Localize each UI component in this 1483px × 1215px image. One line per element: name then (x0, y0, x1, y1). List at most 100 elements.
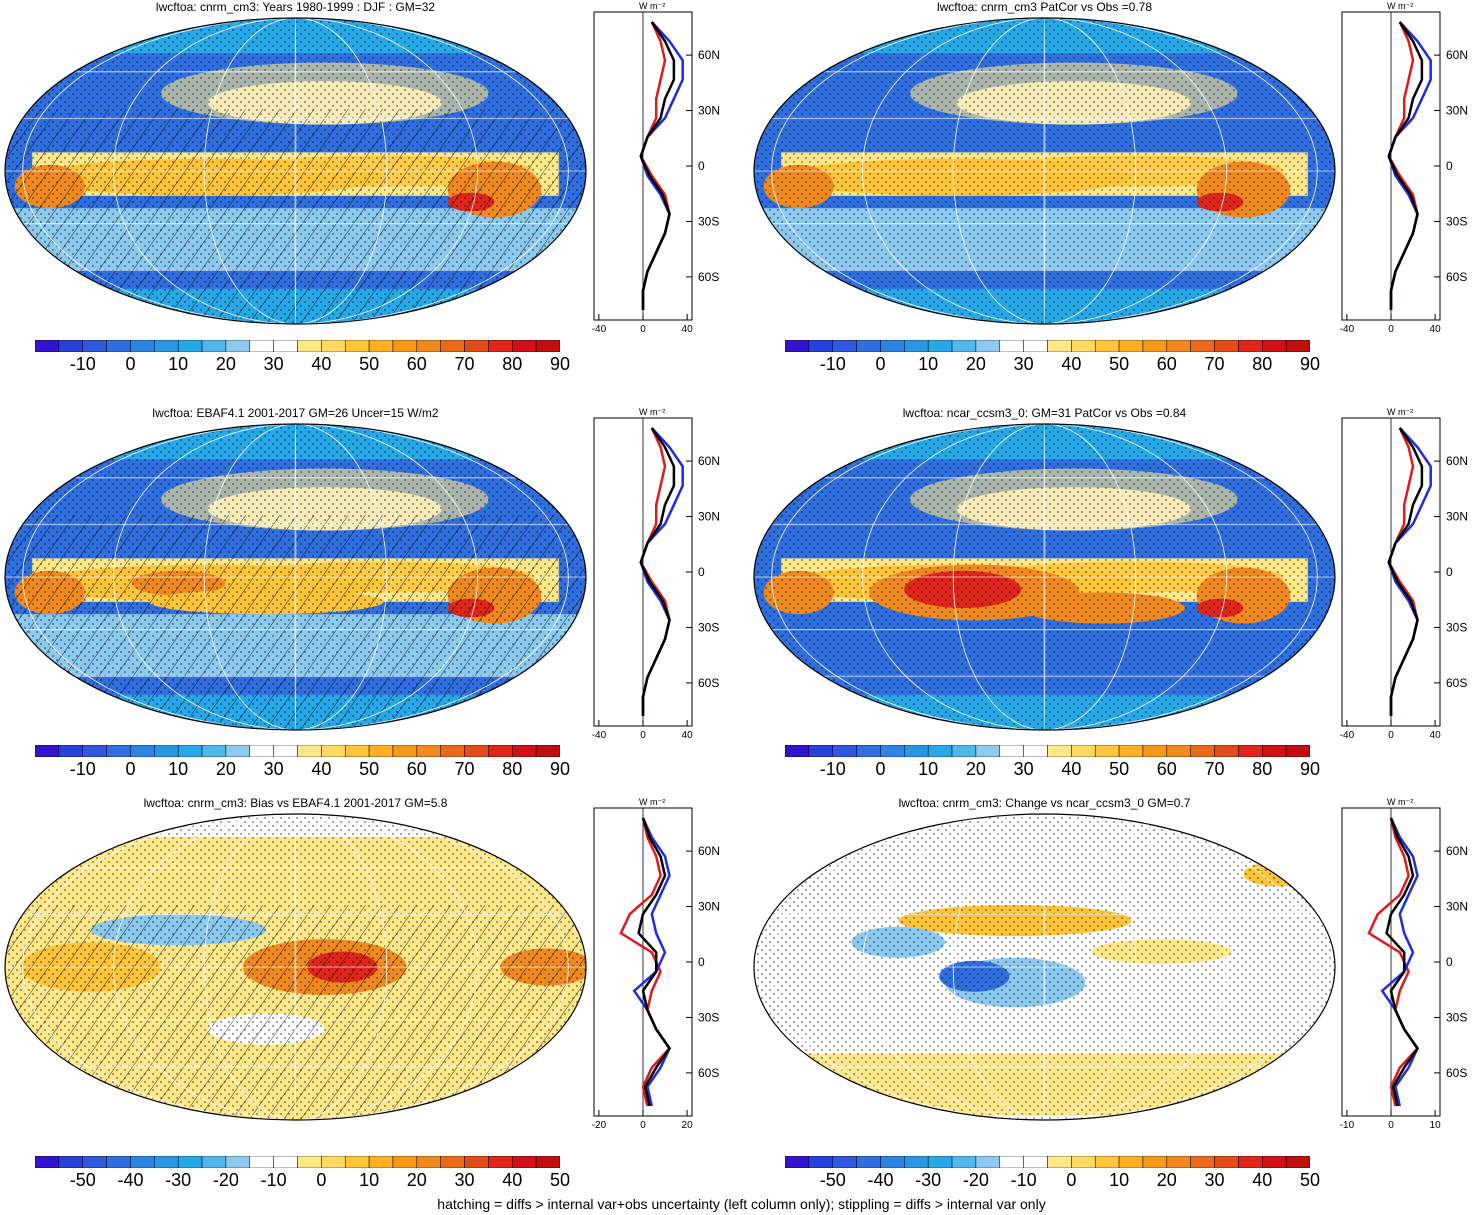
zonal-lat-tick-label: 30N (1446, 900, 1468, 914)
colorbar (785, 340, 1310, 352)
zonal-lat-tick-label: 30N (698, 510, 720, 524)
colorbar-tick-label: 80 (502, 354, 523, 374)
panel-title: lwcftoa: cnrm_cm3: Bias vs EBAF4.1 2001-… (143, 796, 448, 810)
colorbar-tick-label: 0 (125, 354, 136, 374)
colorbar-tick-label: -50 (819, 1170, 846, 1190)
zonal-lat-tick-label: 60S (1446, 1066, 1467, 1080)
colorbar-labels: -10 0 10 20 30 40 50 60 70 80 90 (35, 354, 570, 378)
colorbar-labels: -50 -40 -30 -20 -10 0 10 20 30 40 50 (785, 1170, 1320, 1194)
colorbar-tick-label: 50 (1109, 354, 1130, 374)
colorbar-labels: -10 0 10 20 30 40 50 60 70 80 90 (35, 759, 570, 783)
zonal-mean-plot: W m⁻² -10 0 10 60N 30N 0 30S 60S (1340, 797, 1468, 1131)
colorbar-tick-label: 50 (1109, 759, 1130, 779)
zonal-lat-tick-label: 0 (1446, 159, 1453, 173)
zonal-x-tick-label: -40 (592, 324, 607, 335)
zonal-curve-model (1387, 427, 1424, 716)
colorbar-tick-label: 40 (502, 1170, 523, 1190)
colorbar-tick-label: 20 (965, 354, 986, 374)
zonal-lat-tick-label: 30S (1446, 620, 1467, 634)
zonal-unit-label: W m⁻² (1387, 1, 1413, 11)
colorbar-tick-label: 90 (549, 354, 571, 374)
colorbar (785, 1156, 1310, 1168)
colorbar-tick-label: 10 (1109, 1170, 1130, 1190)
colorbar-tick-label: 20 (215, 354, 236, 374)
colorbar-tick-label: -10 (819, 354, 846, 374)
colorbar-tick-label: 0 (1066, 1170, 1077, 1190)
colorbar-tick-label: 30 (1013, 759, 1034, 779)
zonal-x-tick-label: 40 (682, 730, 694, 741)
zonal-x-tick-label: 0 (1388, 730, 1394, 741)
zonal-x-tick-label: 0 (640, 1120, 646, 1131)
colorbar-tick-label: 20 (406, 1170, 427, 1190)
colorbar-tick-label: -10 (69, 759, 96, 779)
colorbar-labels: -50 -40 -30 -20 -10 0 10 20 30 40 50 (35, 1170, 570, 1194)
zonal-x-tick-label: -40 (1340, 324, 1355, 335)
zonal-lat-tick-label: 60N (698, 454, 720, 468)
colorbar-tick-label: 50 (359, 354, 380, 374)
colorbar-tick-label: 20 (965, 759, 986, 779)
zonal-curve-model (1387, 21, 1424, 310)
colorbar-tick-label: 50 (549, 1170, 571, 1190)
colorbar-tick-label: 30 (263, 759, 284, 779)
zonal-lat-tick-label: 60N (1446, 454, 1468, 468)
zonal-lat-tick-label: 30N (698, 104, 720, 118)
zonal-lat-tick-label: 60S (698, 676, 719, 690)
zonal-x-tick-label: 40 (1430, 324, 1442, 335)
colorbar-tick-label: 30 (1013, 354, 1034, 374)
colorbar-tick-label: 10 (359, 1170, 380, 1190)
panel-title: lwcftoa: ncar_ccsm3_0: GM=31 PatCor vs O… (902, 406, 1187, 420)
zonal-lat-tick-label: 0 (698, 565, 705, 579)
colorbar-tick-label: 20 (1156, 1170, 1177, 1190)
colorbar-tick-label: -10 (819, 759, 846, 779)
colorbar (35, 340, 560, 352)
colorbar-tick-label: -30 (165, 1170, 192, 1190)
colorbar-tick-label: 0 (875, 759, 886, 779)
zonal-x-tick-label: 40 (682, 324, 694, 335)
colorbar-labels: -10 0 10 20 30 40 50 60 70 80 90 (785, 354, 1320, 378)
colorbar-tick-label: 40 (1061, 354, 1082, 374)
zonal-lat-tick-label: 0 (1446, 565, 1453, 579)
zonal-lat-tick-label: 60S (1446, 270, 1467, 284)
global-map (753, 813, 1336, 1121)
colorbar-tick-label: -30 (915, 1170, 942, 1190)
zonal-x-tick-label: 0 (640, 730, 646, 741)
zonal-lat-tick-label: 60S (1446, 676, 1467, 690)
zonal-x-tick-label: 0 (640, 324, 646, 335)
colorbar-tick-label: 80 (502, 759, 523, 779)
colorbar-tick-label: 40 (311, 759, 332, 779)
colorbar-tick-label: 70 (1204, 759, 1225, 779)
colorbar-tick-label: 60 (1156, 759, 1177, 779)
colorbar-tick-label: 0 (316, 1170, 327, 1190)
zonal-curve-obs (632, 817, 671, 1107)
global-map (4, 423, 587, 731)
zonal-lat-tick-label: 30S (698, 214, 719, 228)
zonal-lat-tick-label: 60N (698, 844, 720, 858)
colorbar-tick-label: 40 (1061, 759, 1082, 779)
panel-title: lwcftoa: cnrm_cm3: Years 1980-1999 : DJF… (155, 0, 436, 14)
colorbar-tick-label: 70 (454, 759, 475, 779)
colorbar-tick-label: -10 (260, 1170, 287, 1190)
zonal-unit-label: W m⁻² (639, 797, 665, 807)
zonal-lat-tick-label: 0 (698, 159, 705, 173)
global-map (4, 813, 587, 1121)
zonal-unit-label: W m⁻² (1387, 407, 1413, 417)
panel-title: lwcftoa: cnrm_cm3: Change vs ncar_ccsm3_… (898, 796, 1191, 810)
colorbar-labels: -10 0 10 20 30 40 50 60 70 80 90 (785, 759, 1320, 783)
colorbar-tick-label: 60 (406, 759, 427, 779)
colorbar-tick-label: 90 (1299, 354, 1321, 374)
zonal-lat-tick-label: 30N (1446, 104, 1468, 118)
zonal-lat-tick-label: 60N (698, 48, 720, 62)
global-map (753, 17, 1336, 325)
zonal-x-tick-label: 0 (1388, 324, 1394, 335)
zonal-lat-tick-label: 0 (698, 955, 705, 969)
zonal-x-tick-label: -40 (1340, 730, 1355, 741)
colorbar-tick-label: 10 (918, 759, 939, 779)
zonal-mean-plot: W m⁻² -40 0 40 60N 30N 0 30S 60S (592, 407, 720, 741)
colorbar-tick-label: 10 (918, 354, 939, 374)
global-map (4, 17, 587, 325)
colorbar-tick-label: -20 (962, 1170, 989, 1190)
zonal-curve-model (637, 817, 672, 1107)
zonal-mean-plot: W m⁻² -40 0 40 60N 30N 0 30S 60S (1340, 1, 1468, 335)
colorbar-tick-label: 80 (1252, 354, 1273, 374)
panel-title: lwcftoa: cnrm_cm3 PatCor vs Obs =0.78 (936, 0, 1153, 14)
